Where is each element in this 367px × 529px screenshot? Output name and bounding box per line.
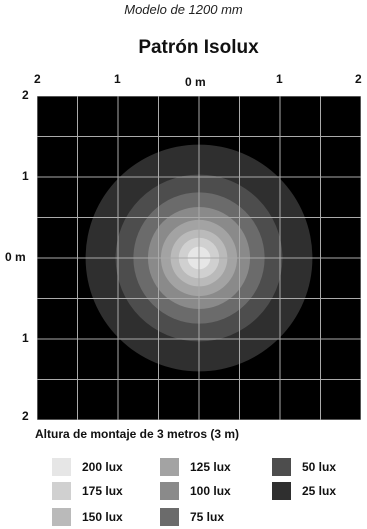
legend-swatch: [272, 458, 291, 476]
legend-item: 75 lux: [160, 508, 224, 526]
legend-label: 175 lux: [82, 484, 123, 498]
legend-label: 200 lux: [82, 460, 123, 474]
left-tick-label: 2: [22, 409, 29, 423]
left-tick-label: 2: [22, 88, 29, 102]
legend-swatch: [160, 508, 179, 526]
legend-item: 125 lux: [160, 458, 231, 476]
legend-swatch: [52, 508, 71, 526]
top-tick-label: 2: [355, 72, 362, 86]
top-tick-label: 0 m: [185, 75, 206, 89]
chart-title: Patrón Isolux: [138, 37, 259, 58]
legend-item: 200 lux: [52, 458, 123, 476]
legend-swatch: [52, 458, 71, 476]
legend-item: 100 lux: [160, 482, 231, 500]
subtitle: Modelo de 1200 mm: [124, 2, 243, 17]
isolux-plot: [37, 96, 361, 420]
legend-swatch: [160, 482, 179, 500]
legend-label: 150 lux: [82, 510, 123, 524]
legend-item: 150 lux: [52, 508, 123, 526]
left-tick-label: 1: [22, 169, 29, 183]
legend-item: 25 lux: [272, 482, 336, 500]
top-tick-label: 1: [276, 72, 283, 86]
legend-label: 125 lux: [190, 460, 231, 474]
legend-item: 50 lux: [272, 458, 336, 476]
legend-swatch: [160, 458, 179, 476]
legend-label: 75 lux: [190, 510, 225, 524]
left-tick-label: 0 m: [5, 250, 26, 264]
legend-swatch: [272, 482, 291, 500]
legend-label: 25 lux: [302, 484, 337, 498]
top-tick-label: 1: [114, 72, 121, 86]
legend-label: 50 lux: [302, 460, 337, 474]
legend-swatch: [52, 482, 71, 500]
legend-label: 100 lux: [190, 484, 231, 498]
top-tick-label: 2: [34, 72, 41, 86]
mounting-height-caption: Altura de montaje de 3 metros (3 m): [35, 427, 240, 441]
legend-item: 175 lux: [52, 482, 123, 500]
left-tick-label: 1: [22, 331, 29, 345]
